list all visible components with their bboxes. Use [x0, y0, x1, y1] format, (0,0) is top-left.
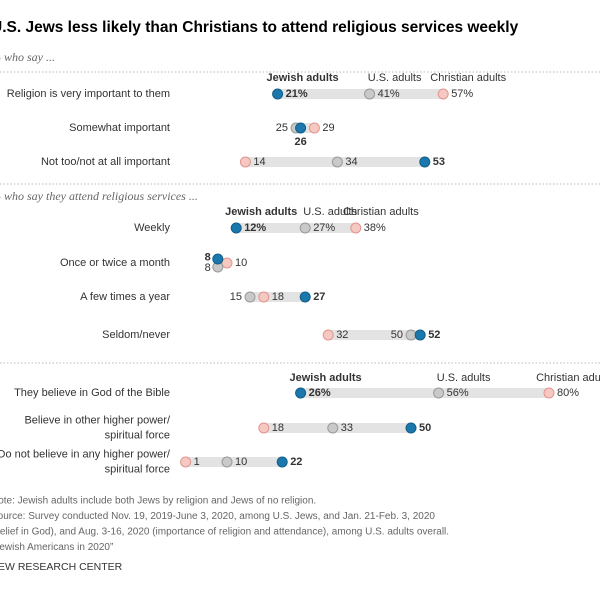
- value-label: 50: [419, 422, 431, 434]
- dot: [244, 291, 256, 303]
- value-label: 32: [336, 329, 348, 341]
- category-label: A few times a year: [80, 291, 170, 303]
- dot: [327, 422, 339, 434]
- value-label: 25: [276, 122, 288, 134]
- category-label: Religion is very important to them: [7, 88, 170, 100]
- subtitle: % who say ...: [0, 50, 55, 64]
- subtitle: % who say they attend religious services…: [0, 189, 198, 203]
- value-label: 34: [345, 156, 357, 168]
- value-label: 27: [313, 291, 325, 303]
- value-label: 57%: [451, 88, 473, 100]
- dot: [212, 253, 224, 265]
- note: “Jewish Americans in 2020”: [0, 542, 113, 553]
- legend-label: Christian adults: [536, 372, 600, 384]
- credit: PEW RESEARCH CENTER: [0, 561, 123, 573]
- category-label: They believe in God of the Bible: [14, 387, 170, 399]
- chart-title: U.S. Jews less likely than Christians to…: [0, 19, 519, 36]
- legend-label: Jewish adults: [290, 372, 362, 384]
- value-label: 26: [294, 136, 306, 148]
- legend-label: U.S. adults: [437, 372, 491, 384]
- category-label: Somewhat important: [69, 122, 170, 134]
- legend-label: U.S. adults: [303, 206, 357, 218]
- value-label: 41%: [378, 88, 400, 100]
- value-label: 18: [272, 422, 284, 434]
- dot: [258, 291, 270, 303]
- dot: [405, 329, 417, 341]
- legend-label: Christian adults: [430, 72, 506, 84]
- value-label: 10: [235, 257, 247, 269]
- value-label: 56%: [447, 387, 469, 399]
- dot: [295, 122, 307, 134]
- value-label: 33: [341, 422, 353, 434]
- dot: [350, 222, 362, 234]
- value-label: 52: [428, 329, 440, 341]
- range-bar: [236, 223, 356, 233]
- range-bar: [300, 388, 549, 398]
- dot: [405, 422, 417, 434]
- value-label: 14: [253, 156, 265, 168]
- value-label: 12%: [244, 222, 266, 234]
- legend-label: Jewish adults: [267, 72, 339, 84]
- value-label: 15: [230, 291, 242, 303]
- legend-label: Christian adults: [343, 206, 419, 218]
- note: Note: Jewish adults include both Jews by…: [0, 496, 316, 507]
- dot: [364, 88, 376, 100]
- dot: [221, 456, 233, 468]
- dot: [276, 456, 288, 468]
- dot: [308, 122, 320, 134]
- dot: [419, 156, 431, 168]
- value-label: 10: [235, 456, 247, 468]
- value-label: 29: [322, 122, 334, 134]
- value-label: 22: [290, 456, 302, 468]
- range-bar: [185, 457, 283, 467]
- range-bar: [328, 330, 421, 340]
- value-label: 53: [433, 156, 445, 168]
- dot: [180, 456, 192, 468]
- dot: [543, 387, 555, 399]
- range-bar: [277, 89, 444, 99]
- dot: [272, 88, 284, 100]
- note: Source: Survey conducted Nov. 19, 2019-J…: [0, 511, 435, 522]
- dot: [322, 329, 334, 341]
- value-label: 18: [272, 291, 284, 303]
- dot: [239, 156, 251, 168]
- dot: [433, 387, 445, 399]
- value-label: 8: [205, 262, 211, 274]
- dot: [437, 88, 449, 100]
- dot: [299, 222, 311, 234]
- value-label: 8: [205, 252, 211, 264]
- dot: [221, 257, 233, 269]
- dot: [295, 387, 307, 399]
- dot: [331, 156, 343, 168]
- value-label: 21%: [286, 88, 308, 100]
- value-label: 50: [391, 329, 403, 341]
- value-label: 1: [194, 456, 200, 468]
- category-label: Not too/not at all important: [41, 156, 170, 168]
- category-label: Do not believe in any higher power/spiri…: [0, 448, 171, 475]
- note: (belief in God), and Aug. 3-16, 2020 (im…: [0, 527, 449, 538]
- category-label: Believe in other higher power/spiritual …: [24, 414, 170, 441]
- dot: [299, 291, 311, 303]
- legend-label: U.S. adults: [368, 72, 422, 84]
- value-label: 80%: [557, 387, 579, 399]
- category-label: Seldom/never: [102, 329, 170, 341]
- dot: [230, 222, 242, 234]
- value-label: 27%: [313, 222, 335, 234]
- legend-label: Jewish adults: [225, 206, 297, 218]
- dot: [258, 422, 270, 434]
- category-label: Weekly: [134, 222, 170, 234]
- value-label: 38%: [364, 222, 386, 234]
- category-label: Once or twice a month: [60, 257, 170, 269]
- dot: [414, 329, 426, 341]
- range-bar: [250, 292, 306, 302]
- value-label: 26%: [309, 387, 331, 399]
